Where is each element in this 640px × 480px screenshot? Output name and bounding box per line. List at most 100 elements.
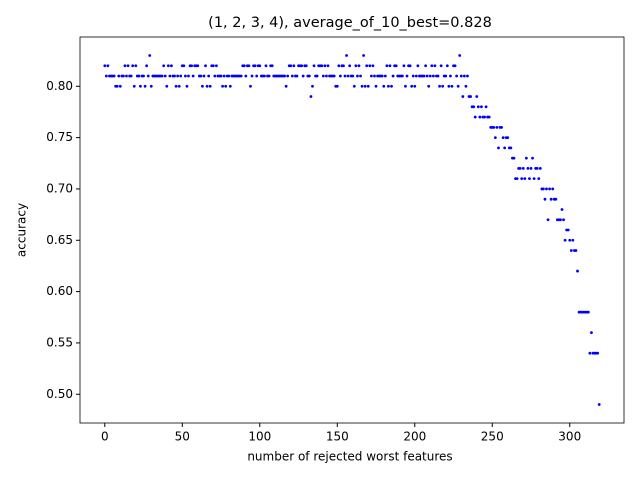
point — [199, 74, 203, 78]
point — [239, 74, 243, 78]
point — [483, 115, 486, 119]
y-tick-label: 0.55 — [46, 335, 73, 349]
point — [447, 84, 451, 88]
point — [295, 74, 299, 78]
y-axis-label: accuracy — [15, 203, 29, 257]
point — [359, 74, 362, 78]
point — [354, 64, 358, 68]
point — [455, 74, 459, 78]
point — [244, 74, 248, 78]
point — [286, 74, 290, 78]
point — [428, 74, 432, 78]
point — [405, 74, 409, 78]
point — [148, 54, 152, 57]
point — [250, 74, 254, 78]
point — [500, 125, 503, 129]
point — [290, 74, 294, 78]
x-axis-label: number of rejected worst features — [247, 450, 452, 464]
point — [332, 74, 336, 78]
point — [131, 64, 135, 68]
y-tick-label: 0.80 — [46, 79, 73, 93]
point — [487, 115, 491, 119]
point — [342, 64, 345, 68]
point — [247, 64, 251, 68]
point — [123, 64, 127, 68]
point — [461, 95, 465, 98]
point — [597, 403, 601, 406]
y-tick-label: 0.70 — [46, 181, 73, 195]
point — [352, 84, 356, 88]
point — [464, 84, 468, 88]
point — [444, 74, 448, 78]
point — [430, 64, 434, 68]
point — [373, 74, 376, 78]
point — [134, 64, 138, 68]
point — [495, 125, 499, 129]
point — [160, 74, 164, 78]
y-tick-label: 0.75 — [46, 130, 73, 144]
x-tick-label: 50 — [175, 430, 190, 444]
point — [549, 197, 553, 201]
point — [170, 64, 173, 68]
point — [320, 64, 324, 68]
point — [346, 74, 350, 78]
point — [554, 197, 558, 201]
point — [137, 74, 141, 78]
point — [497, 146, 500, 150]
point — [362, 54, 366, 57]
x-tick-label: 0 — [101, 430, 109, 444]
point — [363, 84, 367, 88]
point — [228, 84, 232, 88]
point — [528, 177, 531, 181]
point — [369, 74, 373, 78]
point — [207, 74, 211, 78]
point — [224, 84, 228, 88]
point — [394, 64, 398, 68]
point — [433, 64, 437, 68]
point — [258, 64, 262, 68]
point — [121, 74, 125, 78]
y-tick-label: 0.65 — [46, 233, 73, 247]
point — [450, 84, 454, 88]
point — [493, 136, 497, 140]
point — [366, 84, 370, 88]
point — [391, 74, 395, 78]
point — [174, 84, 178, 88]
point — [227, 74, 231, 78]
point — [458, 54, 462, 57]
point — [559, 218, 562, 222]
point — [408, 64, 412, 68]
point — [176, 74, 180, 78]
point — [524, 156, 528, 160]
point — [337, 64, 341, 68]
point — [439, 64, 443, 68]
point — [253, 64, 257, 68]
point — [538, 167, 542, 170]
point — [325, 74, 328, 78]
point — [255, 74, 259, 78]
point — [382, 84, 386, 88]
point — [402, 64, 406, 68]
point — [431, 74, 435, 78]
point — [571, 238, 575, 242]
point — [521, 167, 525, 170]
point — [146, 74, 150, 78]
point — [270, 64, 274, 68]
point — [326, 64, 330, 68]
point — [523, 177, 527, 181]
point — [562, 218, 565, 222]
point — [543, 197, 547, 201]
point — [168, 74, 172, 78]
point — [404, 84, 407, 88]
point — [478, 115, 482, 119]
point — [249, 84, 252, 88]
point — [548, 187, 552, 191]
point — [456, 84, 460, 88]
point — [177, 84, 181, 88]
point — [576, 269, 579, 273]
x-tick-label: 150 — [326, 430, 349, 444]
point — [445, 64, 449, 68]
point — [292, 64, 296, 68]
point — [368, 64, 372, 68]
point — [196, 64, 200, 68]
